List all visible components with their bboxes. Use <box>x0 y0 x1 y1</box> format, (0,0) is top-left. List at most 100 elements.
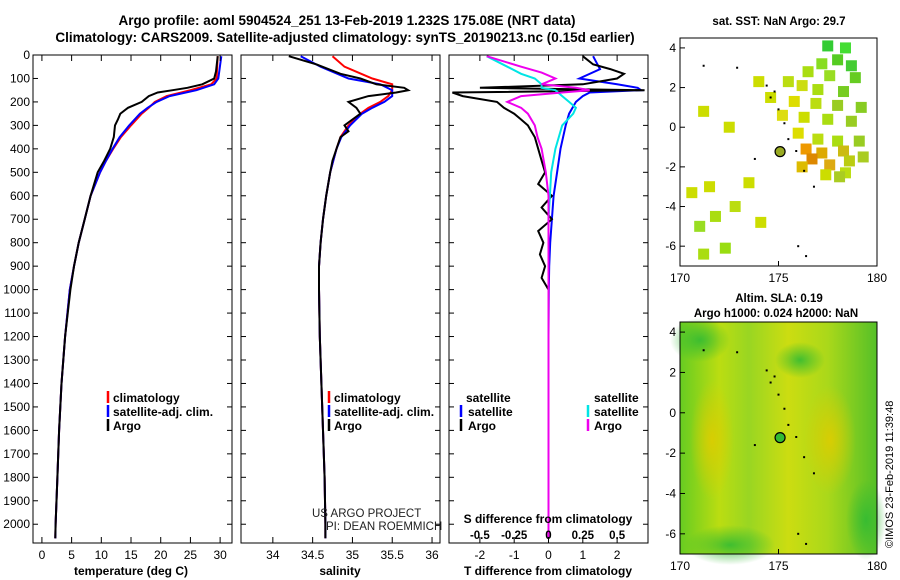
x-tick-label: 34.5 <box>301 548 325 562</box>
x-top-tick-label: -0.5 <box>470 530 490 542</box>
sst-cell <box>729 201 741 213</box>
credit-project: US ARGO PROJECT <box>312 508 421 520</box>
map-y-tick-label: 0 <box>669 120 676 134</box>
sst-cell <box>753 76 765 88</box>
sst-cell <box>845 60 857 72</box>
sst-cell <box>843 155 855 167</box>
x-tick-label: 5 <box>68 548 75 562</box>
sst-map-panel: sat. SST: NaN Argo: 29.7 170 175 180 -6 -4 -2… <box>665 16 887 285</box>
y-tick-label: 0 <box>23 48 30 62</box>
legend-label-climatology: climatology <box>334 391 401 405</box>
sst-cell <box>839 42 851 54</box>
sst-cell <box>698 105 710 117</box>
credit-pi: PI: DEAN ROEMMICH <box>326 521 442 533</box>
y-tick-label: 800 <box>10 236 30 250</box>
coastline-dot <box>812 185 815 188</box>
y-tick-label: 1200 <box>3 330 30 344</box>
x-tick-label: 0 <box>39 548 46 562</box>
legend-label-t-argo: Argo <box>468 419 496 433</box>
temperature-plot-area <box>54 56 223 539</box>
y-tick-label: 900 <box>10 259 30 273</box>
coastline-dot <box>797 532 800 535</box>
y-tick-label: 1100 <box>4 306 30 320</box>
coastline-dot <box>736 66 739 69</box>
map-y-tick-label: 0 <box>669 406 676 420</box>
x-tick-label: 10 <box>95 548 109 562</box>
legend-label-s-argo: Argo <box>594 419 622 433</box>
temperature-panel: 0 5 10 15 20 25 300100200300400500600700800900… <box>3 48 233 578</box>
map-y-tick-label: 4 <box>669 325 676 339</box>
map-y-tick-label: -6 <box>665 239 676 253</box>
y-tick-label: 1800 <box>3 470 30 484</box>
sst-cell <box>792 127 804 139</box>
sst-cell <box>776 109 788 121</box>
sst-cell <box>796 80 808 92</box>
figure-title-line2: Climatology: CARS2009. Satellite-adjuste… <box>55 30 634 45</box>
sst-cell <box>806 153 818 165</box>
coastline-dot <box>795 435 798 438</box>
salinity-axes-frame <box>240 54 441 544</box>
sla-map-panel: Altim. SLA: 0.19 Argo h1000: 0.024 h2000… <box>665 293 887 573</box>
difference-xlabel-top: S difference from climatology <box>464 512 633 526</box>
series-line-salinity-argo <box>486 55 590 539</box>
difference-ticks: -2 -1 0 1 2 -0.5 -0.25 0 0.25 0.5 <box>449 54 648 562</box>
coastline-dot <box>765 369 768 372</box>
map-y-tick-label: 4 <box>669 41 676 55</box>
sst-cell <box>832 54 844 66</box>
coastline-dot <box>773 90 776 93</box>
x-tick-label: 34 <box>266 548 280 562</box>
x-tick-label: 15 <box>124 548 138 562</box>
sla-map-ticks: 170 175 180 -6 -4 -2 0 2 4 <box>665 325 887 573</box>
sst-map-ticks: 170 175 180 -6 -4 -2 0 2 4 <box>665 41 887 285</box>
x-tick-label: 2 <box>614 548 621 562</box>
sst-cell <box>802 66 814 78</box>
x-top-tick-label: 0.5 <box>609 530 626 542</box>
map-x-tick-label: 170 <box>670 271 690 285</box>
coastline-dot <box>777 108 780 111</box>
y-tick-label: 100 <box>10 71 30 85</box>
coastline-dot <box>773 375 776 378</box>
coastline-dot <box>783 122 786 125</box>
series-line-climatology <box>54 56 219 539</box>
coastline-dot <box>702 64 705 67</box>
sst-cell <box>822 113 834 125</box>
y-tick-label: 1500 <box>3 400 30 414</box>
coastline-dot <box>805 255 808 258</box>
salinity-plot-area <box>288 55 411 539</box>
sst-map-title: sat. SST: NaN Argo: 29.7 <box>712 16 845 28</box>
sst-cell <box>855 101 867 113</box>
y-tick-label: 1300 <box>3 353 30 367</box>
sst-map-cells <box>686 40 869 260</box>
coastline-dot <box>753 157 756 160</box>
coastline-dot <box>787 423 790 426</box>
series-line-satellite-adj-clim <box>54 56 223 539</box>
sst-cell <box>782 76 794 88</box>
temperature-legend: climatology satellite-adj. clim. Argo <box>106 391 213 433</box>
series-line-climatology <box>318 55 394 539</box>
sla-field-high-2 <box>804 385 856 495</box>
sst-cell <box>838 86 850 98</box>
sst-cell <box>832 135 844 147</box>
map-y-tick-label: -2 <box>665 160 676 174</box>
x-tick-label: 35.5 <box>381 548 405 562</box>
sst-cell <box>719 242 731 254</box>
sla-map-coastline <box>702 349 815 545</box>
map-x-tick-label: 170 <box>670 559 690 573</box>
sst-cell <box>704 181 716 193</box>
map-y-tick-label: -4 <box>665 486 676 500</box>
sst-cell <box>832 99 844 111</box>
sst-cell <box>755 216 767 228</box>
x-tick-label: 25 <box>184 548 198 562</box>
y-tick-label: 500 <box>10 165 30 179</box>
x-top-tick-label: 0 <box>545 530 551 542</box>
sla-field-low-4 <box>775 342 825 378</box>
sst-cell <box>812 84 824 96</box>
x-tick-label: 1 <box>579 548 586 562</box>
sst-cell <box>743 177 755 189</box>
legend-label-satellite: satellite-adj. clim. <box>113 405 213 419</box>
sla-field-low-3 <box>846 480 886 560</box>
series-line-salinity-satellite <box>486 55 578 539</box>
coastline-dot <box>736 351 739 354</box>
series-line-argo <box>54 56 219 539</box>
